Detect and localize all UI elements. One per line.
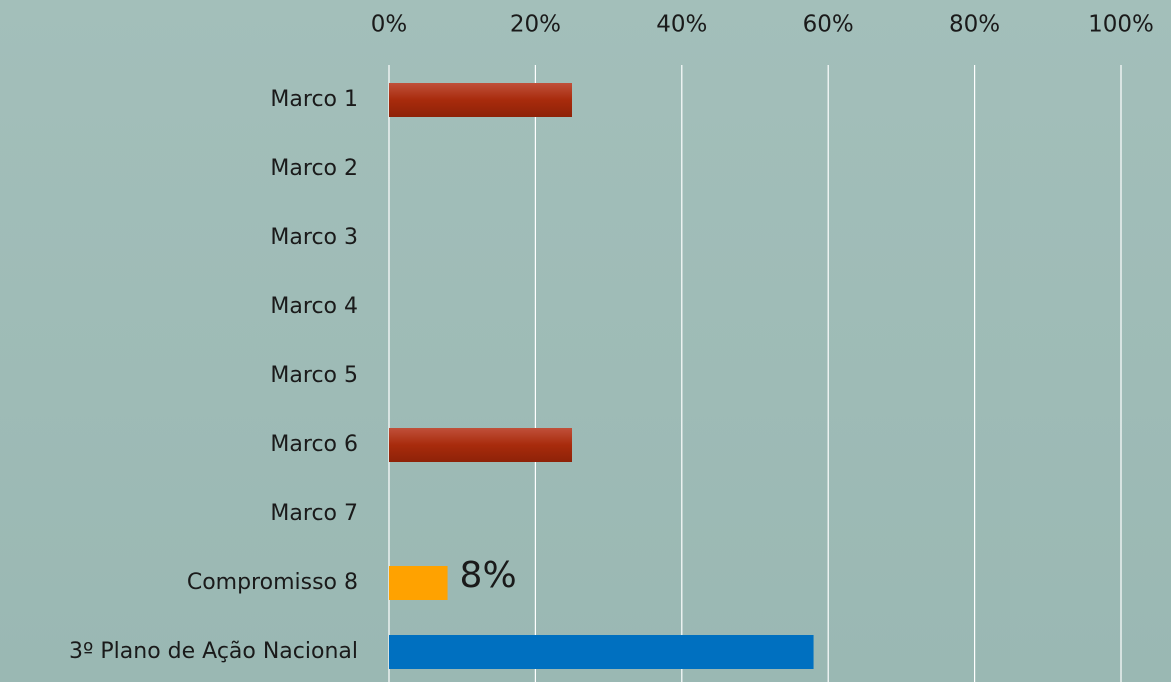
x-tick-label: 80% — [949, 12, 1000, 38]
data-label: 8% — [460, 555, 517, 596]
bar — [389, 83, 572, 117]
x-tick-label: 100% — [1088, 12, 1154, 38]
y-tick-label: Marco 5 — [270, 363, 358, 388]
x-tick-label: 60% — [803, 12, 854, 38]
bar — [389, 428, 572, 462]
x-tick-label: 40% — [656, 12, 707, 38]
y-tick-label: Compromisso 8 — [187, 570, 358, 595]
y-tick-label: Marco 1 — [270, 87, 358, 112]
x-tick-label: 20% — [510, 12, 561, 38]
y-tick-label: Marco 6 — [270, 432, 358, 457]
x-tick-label: 0% — [371, 12, 408, 38]
y-tick-label: Marco 2 — [270, 156, 358, 181]
y-tick-label: 3º Plano de Ação Nacional — [69, 639, 358, 664]
y-tick-label: Marco 3 — [270, 225, 358, 250]
y-tick-label: Marco 4 — [270, 294, 358, 319]
bar — [389, 566, 448, 600]
bar — [389, 635, 814, 669]
y-tick-label: Marco 7 — [270, 501, 358, 526]
